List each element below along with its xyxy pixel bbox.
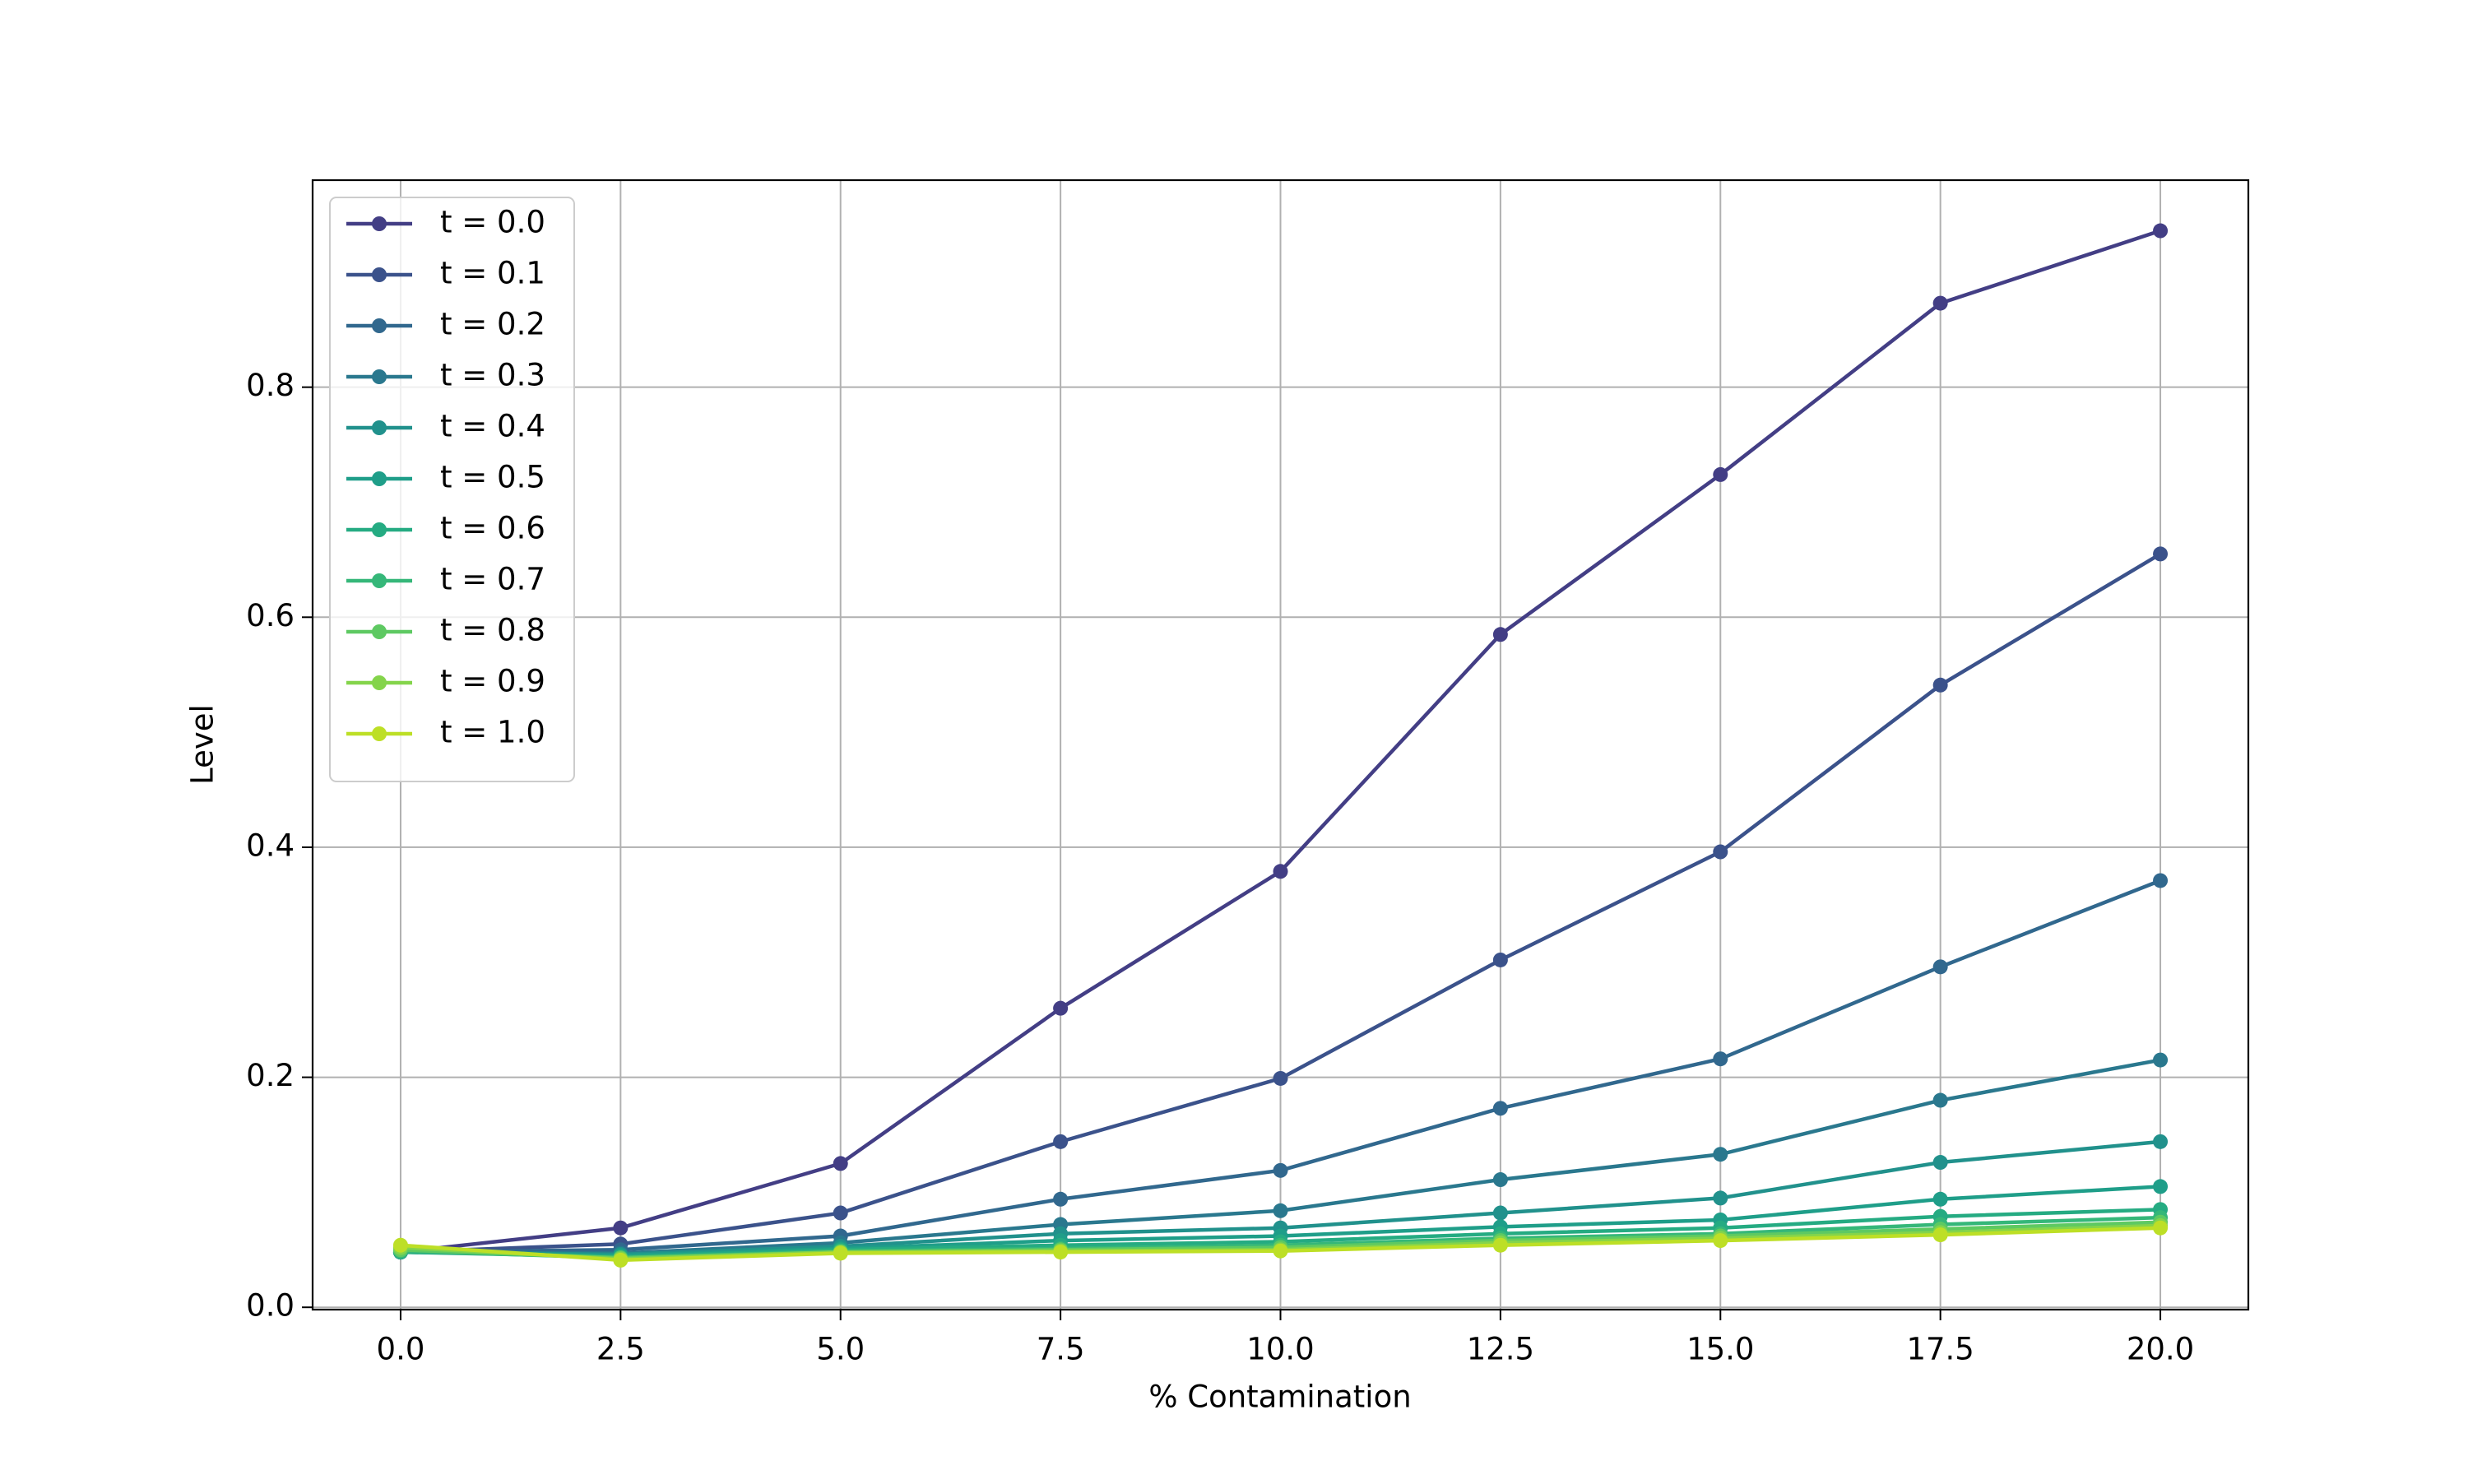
x-tick-label: 0.0 (377, 1332, 425, 1367)
data-point (1713, 1051, 1728, 1067)
x-tick-label: 20.0 (2127, 1332, 2194, 1367)
data-point (1713, 1190, 1728, 1206)
legend-marker (372, 624, 387, 639)
data-point (1492, 1101, 1508, 1116)
data-point (392, 1237, 408, 1253)
data-point (613, 1252, 629, 1268)
data-point (1492, 627, 1508, 642)
x-tick-label: 5.0 (816, 1332, 865, 1367)
data-point (1713, 466, 1728, 482)
legend-label: t = 0.9 (440, 664, 545, 699)
legend-label: t = 0.0 (440, 205, 545, 240)
legend-marker (372, 726, 387, 741)
data-point (1273, 1162, 1288, 1178)
x-tick-label: 12.5 (1467, 1332, 1534, 1367)
legend-marker (372, 420, 387, 435)
legend-marker (372, 471, 387, 486)
y-tick-label: 0.6 (246, 598, 295, 633)
legend-label: t = 0.4 (440, 409, 545, 444)
data-point (1492, 952, 1508, 967)
legend-marker (372, 675, 387, 690)
data-point (2153, 1052, 2169, 1068)
data-point (1932, 959, 1948, 975)
data-point (1932, 1191, 1948, 1207)
legend-label: t = 0.8 (440, 613, 545, 648)
data-point (1713, 844, 1728, 860)
legend-marker (372, 522, 387, 537)
data-point (1932, 295, 1948, 311)
data-point (1713, 1147, 1728, 1162)
data-point (1713, 1233, 1728, 1249)
data-point (1492, 1205, 1508, 1221)
data-point (1932, 1092, 1948, 1108)
data-point (1273, 864, 1288, 879)
data-point (2153, 1134, 2169, 1149)
data-point (833, 1156, 848, 1171)
legend-marker (372, 267, 387, 282)
y-tick-label: 0.8 (246, 368, 295, 403)
legend-label: t = 0.1 (440, 256, 545, 291)
legend-label: t = 0.7 (440, 562, 545, 597)
data-point (1492, 1237, 1508, 1253)
y-tick-label: 0.4 (246, 828, 295, 863)
data-point (613, 1220, 629, 1236)
legend-label: t = 1.0 (440, 715, 545, 750)
data-point (2153, 873, 2169, 888)
data-point (2153, 1179, 2169, 1194)
data-point (2153, 223, 2169, 239)
legend-marker (372, 318, 387, 333)
legend-marker (372, 216, 387, 231)
data-point (833, 1245, 848, 1261)
x-tick-label: 7.5 (1037, 1332, 1085, 1367)
legend-marker (372, 369, 387, 384)
data-point (1053, 1245, 1069, 1260)
y-axis-label: Level (185, 704, 220, 785)
data-point (833, 1205, 848, 1221)
x-tick-label: 15.0 (1686, 1332, 1754, 1367)
legend-marker (372, 573, 387, 588)
data-point (1053, 1134, 1069, 1149)
legend: t = 0.0 t = 0.1 t = 0.2 t = 0.3 t = 0.4 t = 0… (329, 197, 575, 782)
data-point (1932, 1155, 1948, 1171)
x-tick-label: 10.0 (1246, 1332, 1314, 1367)
data-point (2153, 546, 2169, 562)
x-tick-label: 2.5 (596, 1332, 645, 1367)
x-axis-label: % Contamination (1148, 1380, 1411, 1415)
data-point (1932, 677, 1948, 693)
data-point (1053, 1191, 1069, 1207)
data-point (1053, 1000, 1069, 1016)
legend-label: t = 0.3 (440, 358, 545, 393)
data-point (1932, 1227, 1948, 1243)
data-point (2153, 1220, 2169, 1236)
data-point (1273, 1203, 1288, 1218)
x-tick-label: 17.5 (1906, 1332, 1974, 1367)
plot-frame (311, 179, 2250, 1311)
legend-label: t = 0.2 (440, 307, 545, 342)
legend-box (329, 197, 575, 782)
legend-label: t = 0.5 (440, 460, 545, 495)
data-point (1273, 1070, 1288, 1086)
y-tick-label: 0.0 (246, 1288, 295, 1324)
data-point (1492, 1172, 1508, 1188)
y-tick-label: 0.2 (246, 1058, 295, 1093)
legend-label: t = 0.6 (440, 511, 545, 546)
data-point (1273, 1243, 1288, 1259)
